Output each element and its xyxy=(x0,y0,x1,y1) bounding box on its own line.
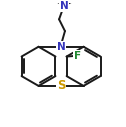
Text: N: N xyxy=(60,1,68,11)
Text: F: F xyxy=(74,51,81,61)
Text: N: N xyxy=(57,42,65,52)
Text: S: S xyxy=(57,79,65,92)
